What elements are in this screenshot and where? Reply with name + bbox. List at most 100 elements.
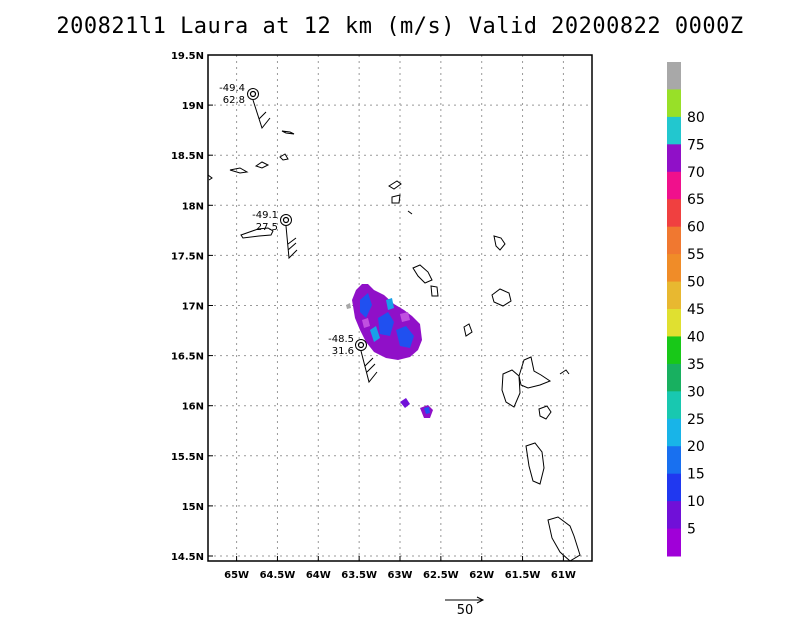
colorbar-label: 40 xyxy=(687,329,705,345)
colorbar-label: 50 xyxy=(687,275,705,291)
colorbar-label: 55 xyxy=(687,247,705,263)
coastline-puerto-rico-east xyxy=(240,227,274,239)
storm-center-icon xyxy=(280,214,292,226)
coastline-redonda xyxy=(398,256,402,261)
wind-speed-field xyxy=(346,284,433,418)
map-title: 200821l1 Laura at 12 km (m/s) Valid 2020… xyxy=(56,14,744,39)
wind-field-pink-b xyxy=(362,318,370,328)
storm-center-icon xyxy=(355,339,367,351)
coastlines xyxy=(207,130,581,562)
colorbar-swatch xyxy=(667,116,681,145)
colorbar-swatch xyxy=(667,363,681,392)
coastline-saba xyxy=(407,210,413,215)
reference-vector: 50 xyxy=(445,596,485,618)
colorbar-label: 20 xyxy=(687,439,705,455)
colorbar-swatch xyxy=(667,309,681,337)
station-1: -49.4 62.8 xyxy=(219,83,271,130)
wind-field-gray xyxy=(346,303,351,309)
storm-center-icon xyxy=(247,88,259,100)
colorbar-swatch xyxy=(667,144,681,173)
reference-vector-label: 50 xyxy=(457,603,474,618)
coastline-anguilla xyxy=(388,180,402,190)
colorbar-label: 15 xyxy=(687,467,705,483)
colorbar-label: 60 xyxy=(687,220,705,236)
coastline-montserrat xyxy=(463,323,473,337)
coastline-nevis xyxy=(430,285,439,297)
coastline-guadeloupe-west xyxy=(501,369,521,408)
colorbar-swatch xyxy=(667,528,681,557)
x-tick-label: 65W xyxy=(224,570,249,581)
colorbar-swatch xyxy=(667,473,681,502)
storm-center-inner-icon xyxy=(282,216,290,224)
colorbar-label: 45 xyxy=(687,302,705,318)
x-tick-label: 64.5W xyxy=(260,570,296,581)
y-tick-label: 17N xyxy=(182,301,204,312)
x-tick-label: 64W xyxy=(306,570,331,581)
station-3-top-label: -48.5 xyxy=(328,334,354,345)
storm-center-inner-icon xyxy=(357,341,365,349)
coastline-st-john xyxy=(254,161,270,169)
wind-field-blue-c xyxy=(396,326,414,348)
colorbar-label: 75 xyxy=(687,137,705,153)
wind-field-blue-a xyxy=(360,293,372,318)
coastline-antigua xyxy=(491,288,512,307)
colorbar-label: 70 xyxy=(687,165,705,181)
colorbar-swatch xyxy=(667,254,681,283)
wind-barb-icon xyxy=(285,225,298,260)
map-grid xyxy=(208,55,592,561)
colorbar-swatch xyxy=(667,418,681,447)
wind-barb-icon xyxy=(252,99,271,130)
y-tick-label: 15.5N xyxy=(171,452,204,463)
coastline-guadeloupe-east xyxy=(518,356,552,389)
coastline-west-edge xyxy=(207,174,213,181)
colorbar-label: 35 xyxy=(687,357,705,373)
colorbar-label: 80 xyxy=(687,110,705,126)
y-tick-label: 17.5N xyxy=(171,251,204,262)
colorbar-swatch xyxy=(667,391,681,420)
y-tick-label: 16N xyxy=(182,402,204,413)
station-2-bottom-label: 27.5 xyxy=(256,222,278,233)
y-tick-label: 16.5N xyxy=(171,352,204,363)
y-tick-label: 19N xyxy=(182,101,204,112)
station-2: -49.1 27.5 xyxy=(252,210,298,260)
arrow-icon xyxy=(445,596,485,604)
x-tick-label: 63W xyxy=(388,570,413,581)
coastline-culebra xyxy=(281,130,295,135)
colorbar-swatch xyxy=(667,199,681,228)
coastline-st-thomas xyxy=(229,167,249,174)
y-tick-label: 18.5N xyxy=(171,151,204,162)
coastline-barbuda xyxy=(493,235,506,251)
colorbar-label: 25 xyxy=(687,412,705,428)
y-axis-ticks: 19.5N 19N 18.5N 18N 17.5N 17N 16.5N 16N 15.5N 15N… xyxy=(171,51,213,563)
colorbar-swatch xyxy=(667,281,681,310)
x-tick-label: 61W xyxy=(551,570,576,581)
coastline-dominica xyxy=(525,442,545,485)
y-tick-label: 19.5N xyxy=(171,51,204,62)
colorbar: 80 75 70 65 60 55 50 45 40 35 30 25 20 15 10 5 xyxy=(667,62,705,557)
coastline-marie-galante xyxy=(538,405,552,420)
coastline-tortola xyxy=(279,153,289,161)
x-tick-label: 62W xyxy=(469,570,494,581)
colorbar-label: 65 xyxy=(687,192,705,208)
coastline-st-kitts xyxy=(412,264,433,284)
station-1-top-label: -49.4 xyxy=(219,83,245,94)
wind-field-pink-a xyxy=(400,312,410,322)
y-tick-label: 18N xyxy=(182,201,204,212)
wind-field-light-a xyxy=(386,298,394,310)
x-tick-label: 62.5W xyxy=(423,570,459,581)
colorbar-swatch xyxy=(667,89,681,118)
station-1-bottom-label: 62.8 xyxy=(223,95,245,106)
y-tick-label: 15N xyxy=(182,502,204,513)
colorbar-swatch xyxy=(667,171,681,200)
colorbar-label: 10 xyxy=(687,494,705,510)
wind-field-light-b xyxy=(370,326,380,342)
storm-center-inner-icon xyxy=(249,90,257,98)
wind-field-patch-1 xyxy=(400,398,410,408)
colorbar-swatch xyxy=(667,62,681,90)
coastline-desirade xyxy=(559,369,570,375)
colorbar-label: 30 xyxy=(687,384,705,400)
x-tick-label: 63.5W xyxy=(341,570,377,581)
colorbar-swatch xyxy=(667,501,681,530)
wind-field-blue-b xyxy=(378,312,394,336)
